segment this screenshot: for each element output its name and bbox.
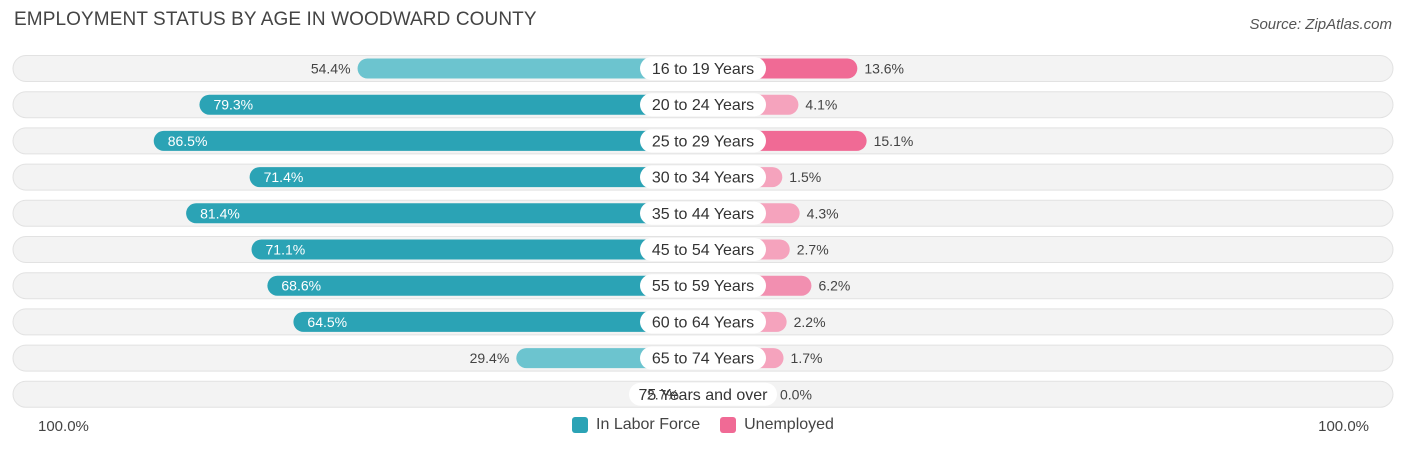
labor-force-bar	[199, 94, 703, 115]
labor-force-value-label: 71.4%	[264, 169, 304, 185]
labor-force-bar	[249, 167, 704, 188]
unemployed-value-label: 2.7%	[797, 242, 829, 258]
category-pill	[640, 165, 766, 189]
chart-title: EMPLOYMENT STATUS BY AGE IN WOODWARD COU…	[14, 9, 537, 30]
category-label: 25 to 29 Years	[652, 133, 754, 150]
category-label: 20 to 24 Years	[652, 97, 754, 114]
labor-force-bar	[186, 203, 704, 224]
axis-left-label: 100.0%	[38, 418, 89, 435]
unemployed-value-label: 13.6%	[864, 61, 904, 77]
unemployed-value-label: 2.2%	[794, 314, 826, 330]
legend-swatch-unemployed	[720, 417, 737, 433]
labor-force-value-label: 2.7%	[647, 386, 679, 402]
labor-force-value-label: 86.5%	[168, 133, 208, 149]
labor-force-value-label: 68.6%	[281, 278, 321, 294]
category-pill	[640, 238, 766, 261]
legend-label-unemployed: Unemployed	[744, 416, 834, 433]
category-pill	[640, 310, 766, 334]
unemployed-value-label: 15.1%	[874, 133, 914, 149]
category-pill	[640, 57, 766, 80]
category-pill	[629, 382, 777, 406]
category-pill	[640, 274, 766, 298]
labor-force-value-label: 81.4%	[200, 205, 240, 221]
category-label: 45 to 54 Years	[652, 242, 754, 259]
category-label: 75 Years and over	[639, 387, 769, 404]
axis-right-label: 100.0%	[1318, 418, 1369, 435]
unemployed-value-label: 4.3%	[807, 205, 839, 221]
labor-force-value-label: 29.4%	[470, 350, 510, 366]
category-label: 65 to 74 Years	[652, 351, 754, 368]
legend: In Labor Force Unemployed	[0, 416, 1406, 434]
labor-force-bar	[267, 275, 703, 296]
category-label: 60 to 64 Years	[652, 314, 754, 331]
category-pill	[640, 201, 766, 225]
legend-swatch-labor-force	[572, 417, 589, 433]
unemployed-value-label: 1.5%	[789, 169, 821, 185]
category-pill	[640, 346, 766, 370]
labor-force-bar	[153, 130, 704, 151]
labor-force-bar	[357, 58, 703, 79]
legend-item-labor-force: In Labor Force	[572, 416, 700, 434]
labor-force-value-label: 71.1%	[266, 242, 306, 258]
legend-label-labor-force: In Labor Force	[596, 416, 701, 433]
category-label: 55 to 59 Years	[652, 278, 754, 295]
unemployed-value-label: 1.7%	[791, 350, 823, 366]
labor-force-bar	[293, 311, 703, 332]
labor-force-value-label: 79.3%	[213, 97, 253, 113]
unemployed-value-label: 6.2%	[818, 278, 850, 294]
category-label: 30 to 34 Years	[652, 170, 754, 187]
source-credit: Source: ZipAtlas.com	[1249, 16, 1392, 33]
category-pill	[640, 129, 766, 153]
unemployed-value-label: 0.0%	[780, 386, 812, 402]
category-pill	[640, 93, 766, 117]
unemployed-value-label: 4.1%	[805, 97, 837, 113]
labor-force-value-label: 54.4%	[311, 61, 351, 77]
legend-item-unemployed: Unemployed	[720, 416, 834, 434]
labor-force-value-label: 64.5%	[307, 314, 347, 330]
labor-force-bar	[251, 239, 703, 260]
category-label: 16 to 19 Years	[652, 61, 754, 78]
category-label: 35 to 44 Years	[652, 206, 754, 223]
